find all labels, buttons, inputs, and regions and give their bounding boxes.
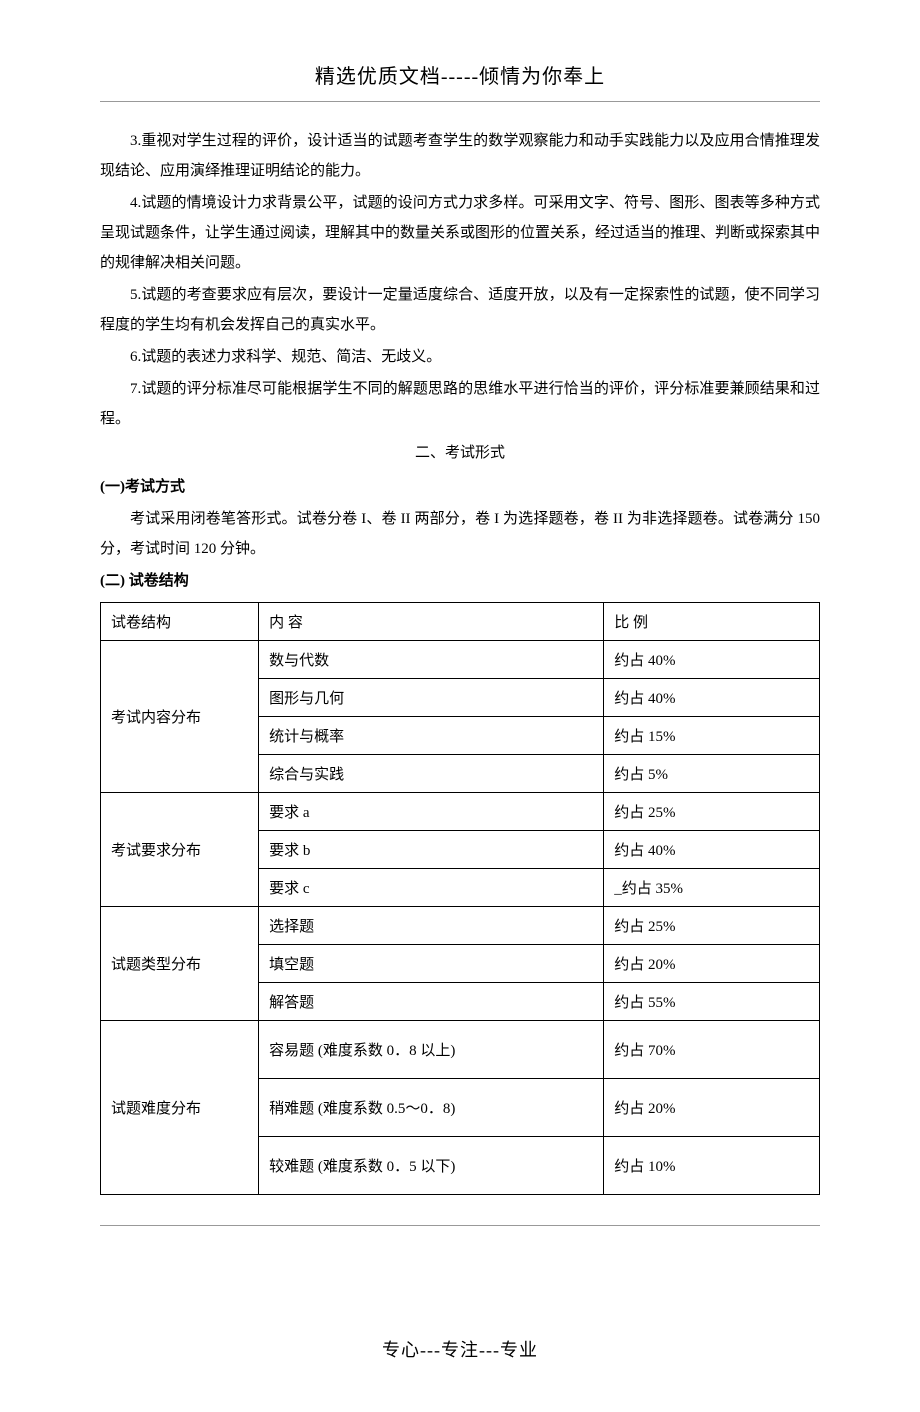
table-cell-content: 稍难题 (难度系数 0.5～0．8): [259, 1079, 604, 1137]
structure-table: 试卷结构 内 容 比 例 考试内容分布数与代数约占 40%图形与几何约占 40%…: [100, 602, 820, 1195]
table-cell-ratio: 约占 40%: [604, 679, 820, 717]
paragraph-6: 6.试题的表述力求科学、规范、简洁、无歧义。: [100, 342, 820, 372]
table-cell-ratio: 约占 40%: [604, 641, 820, 679]
table-cell-content: 填空题: [259, 945, 604, 983]
page-header: 精选优质文档-----倾情为你奉上: [100, 60, 820, 89]
table-cell-ratio: 约占 20%: [604, 1079, 820, 1137]
table-cell-ratio: 约占 20%: [604, 945, 820, 983]
table-cell-ratio: 约占 25%: [604, 907, 820, 945]
table-cell-content: 解答题: [259, 983, 604, 1021]
table-row: 考试要求分布要求 a约占 25%: [101, 793, 820, 831]
table-header-ratio: 比 例: [604, 603, 820, 641]
table-cell-ratio: 约占 10%: [604, 1137, 820, 1195]
table-header-content: 内 容: [259, 603, 604, 641]
subsection-2-title: (二) 试卷结构: [100, 566, 820, 596]
table-group-label: 考试要求分布: [101, 793, 259, 907]
subsection-1-title: (一)考试方式: [100, 472, 820, 502]
table-cell-ratio: 约占 25%: [604, 793, 820, 831]
footer-divider: [100, 1225, 820, 1226]
table-cell-content: 容易题 (难度系数 0．8 以上): [259, 1021, 604, 1079]
paragraph-3: 3.重视对学生过程的评价，设计适当的试题考查学生的数学观察能力和动手实践能力以及…: [100, 126, 820, 186]
section-2-title: 二、考试形式: [100, 438, 820, 468]
table-cell-ratio: 约占 40%: [604, 831, 820, 869]
subsection-1-body: 考试采用闭卷笔答形式。试卷分卷 I、卷 II 两部分，卷 I 为选择题卷，卷 I…: [100, 504, 820, 564]
table-row: 试题难度分布容易题 (难度系数 0．8 以上)约占 70%: [101, 1021, 820, 1079]
table-cell-content: 要求 b: [259, 831, 604, 869]
table-cell-content: 统计与概率: [259, 717, 604, 755]
table-row: 考试内容分布数与代数约占 40%: [101, 641, 820, 679]
table-group-label: 试题难度分布: [101, 1021, 259, 1195]
table-header-structure: 试卷结构: [101, 603, 259, 641]
paragraph-5: 5.试题的考查要求应有层次，要设计一定量适度综合、适度开放，以及有一定探索性的试…: [100, 280, 820, 340]
paragraph-4: 4.试题的情境设计力求背景公平，试题的设问方式力求多样。可采用文字、符号、图形、…: [100, 188, 820, 278]
table-group-label: 试题类型分布: [101, 907, 259, 1021]
table-cell-content: 较难题 (难度系数 0．5 以下): [259, 1137, 604, 1195]
table-cell-content: 数与代数: [259, 641, 604, 679]
table-header-row: 试卷结构 内 容 比 例: [101, 603, 820, 641]
table-cell-ratio: 约占 70%: [604, 1021, 820, 1079]
table-cell-ratio: 约占 15%: [604, 717, 820, 755]
header-divider: [100, 101, 820, 102]
page-footer: 专心---专注---专业: [100, 1336, 820, 1362]
table-cell-ratio: 约占 55%: [604, 983, 820, 1021]
table-cell-content: 综合与实践: [259, 755, 604, 793]
table-group-label: 考试内容分布: [101, 641, 259, 793]
table-cell-content: 图形与几何: [259, 679, 604, 717]
table-cell-ratio: 约占 5%: [604, 755, 820, 793]
table-cell-content: 选择题: [259, 907, 604, 945]
table-row: 试题类型分布选择题约占 25%: [101, 907, 820, 945]
paragraph-7: 7.试题的评分标准尽可能根据学生不同的解题思路的思维水平进行恰当的评价，评分标准…: [100, 374, 820, 434]
table-cell-content: 要求 a: [259, 793, 604, 831]
table-cell-content: 要求 c: [259, 869, 604, 907]
table-cell-ratio: _约占 35%: [604, 869, 820, 907]
